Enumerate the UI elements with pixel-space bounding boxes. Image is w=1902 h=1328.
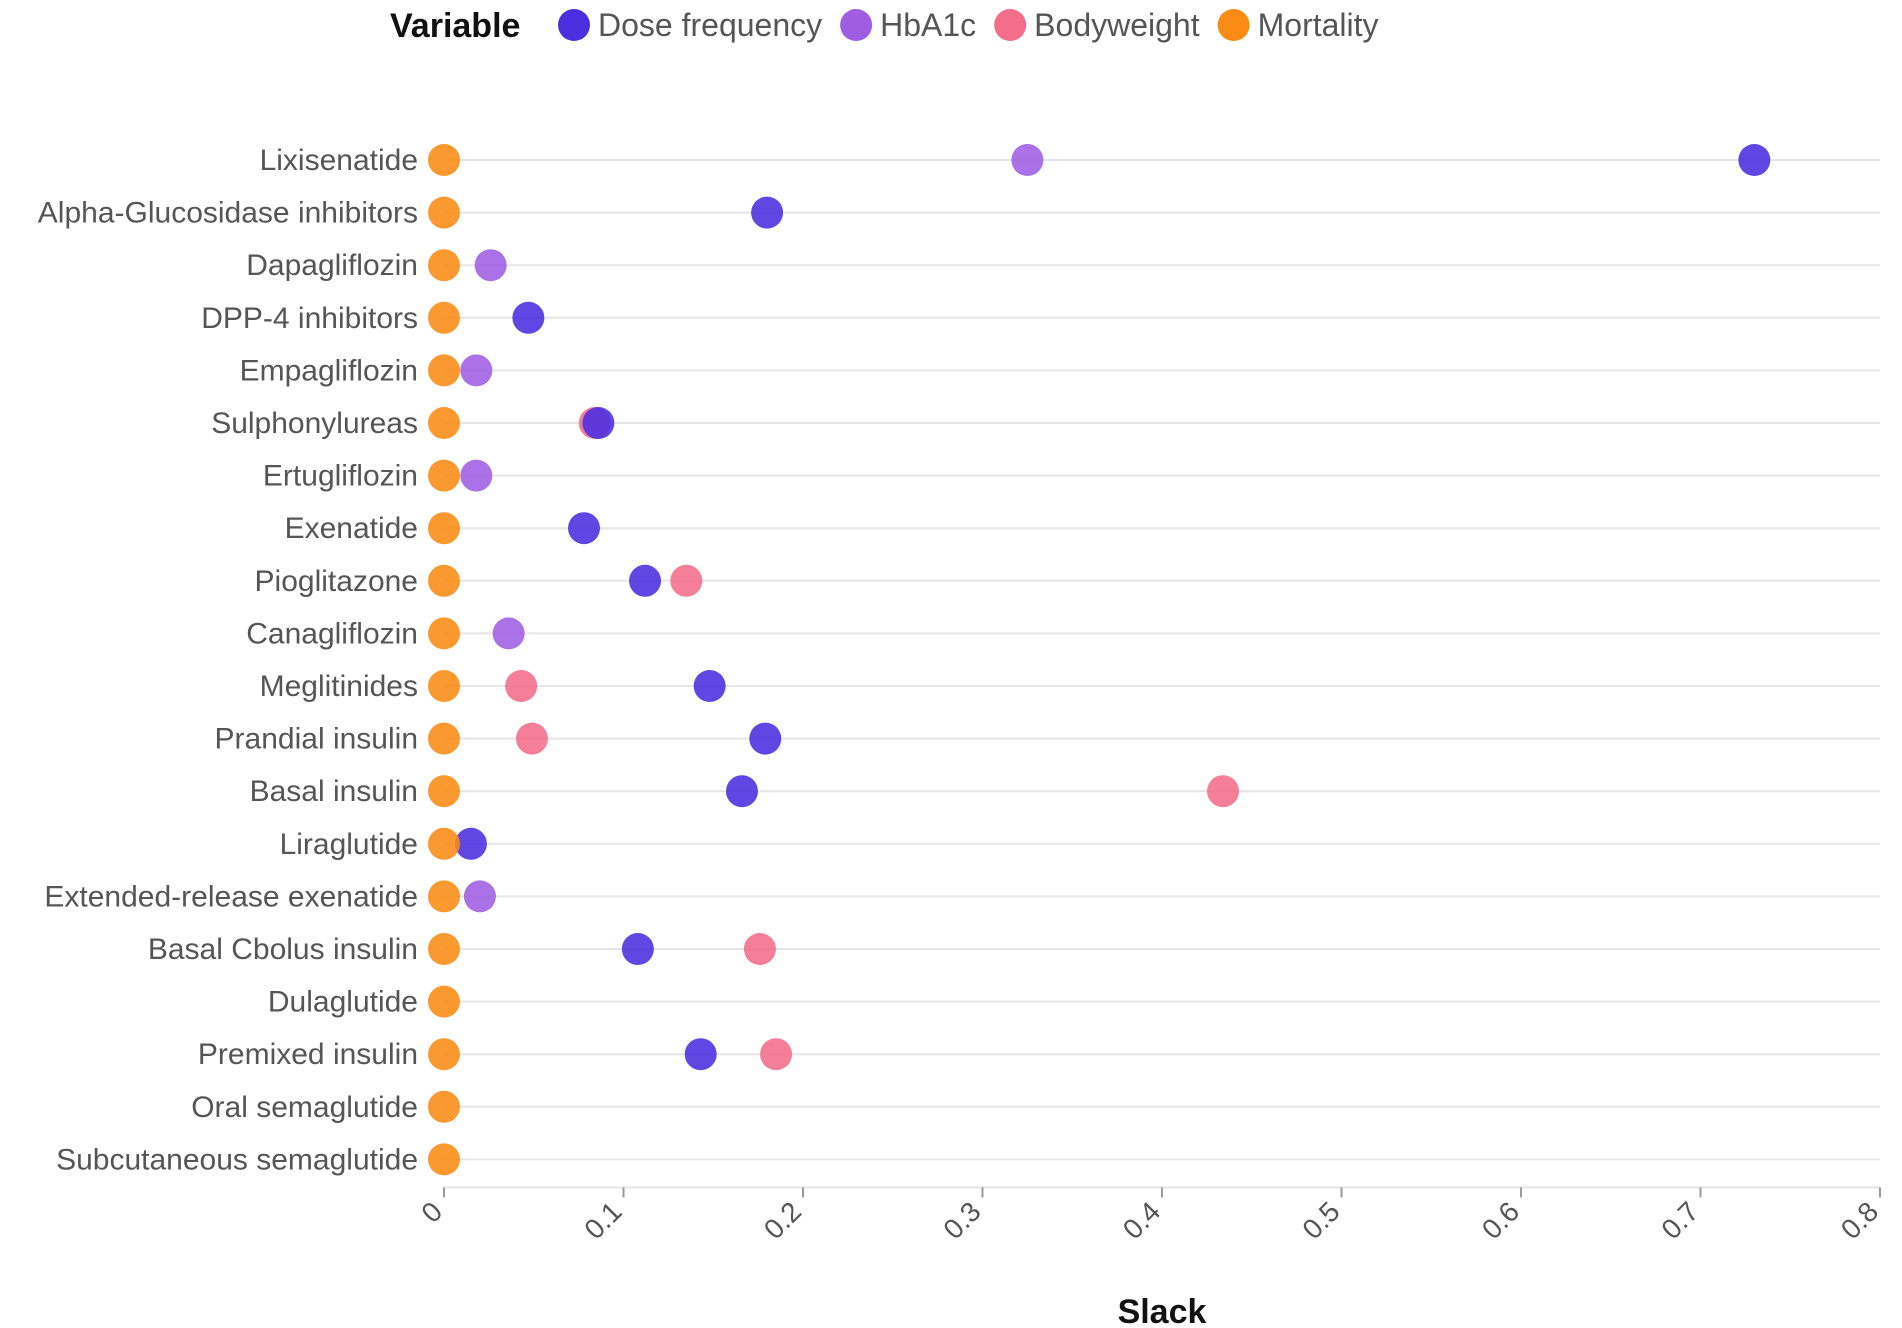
x-tick-label: 0.8 [1835, 1196, 1884, 1245]
legend: Variable Dose frequency HbA1c Bodyweight Mo… [390, 7, 1379, 45]
category-label: DPP-4 inhibitors [201, 302, 418, 335]
data-point-mortality[interactable]: Prandial insulin — Mortality: 0 [428, 722, 460, 755]
data-point-dose-frequency[interactable]: DPP-4 inhibitors — Dose frequency: 0.047 [512, 301, 545, 334]
x-tick-label: 0.7 [1655, 1196, 1704, 1245]
data-point-mortality[interactable]: Meglitinides — Mortality: 0 [428, 670, 460, 702]
data-point-mortality[interactable]: Premixed insulin — Mortality: 0 [428, 1038, 460, 1071]
legend-label: HbA1c [880, 7, 976, 43]
data-point-mortality[interactable]: Pioglitazone — Mortality: 0 [428, 564, 460, 597]
data-point-bodyweight[interactable]: Premixed insulin — Bodyweight: 0.185 [760, 1038, 793, 1071]
data-points: Sulphonylureas — Bodyweight: 0.084Piogli… [428, 144, 1771, 1176]
data-point-hba1c[interactable]: Canagliflozin — HbA1c: 0.036 [492, 617, 525, 650]
category-label: Subcutaneous semaglutide [56, 1143, 418, 1176]
data-point-mortality[interactable]: Lixisenatide — Mortality: 0 [428, 144, 460, 176]
category-label: Lixisenatide [260, 144, 418, 177]
category-label: Alpha-Glucosidase inhibitors [38, 197, 418, 230]
data-point-mortality[interactable]: Sulphonylureas — Mortality: 0 [428, 407, 460, 439]
category-label: Prandial insulin [215, 723, 418, 756]
category-labels: Lixisenatide Alpha-Glucosidase inhibitors… [38, 144, 418, 1176]
category-label: Extended-release exenatide [44, 880, 418, 913]
category-label: Premixed insulin [198, 1038, 418, 1071]
legend-swatch [558, 9, 590, 41]
data-point-bodyweight[interactable]: Basal insulin — Bodyweight: 0.434 [1207, 775, 1240, 808]
legend-item-dose-frequency[interactable]: Dose frequency [558, 7, 822, 43]
legend-title: Variable [390, 7, 520, 45]
data-point-hba1c[interactable]: Ertugliflozin — HbA1c: 0.018 [460, 459, 493, 492]
legend-item-mortality[interactable]: Mortality [1217, 7, 1379, 43]
data-point-mortality[interactable]: Oral semaglutide — Mortality: 0 [428, 1090, 460, 1123]
x-axis-title: Slack [1118, 1293, 1207, 1328]
data-point-dose-frequency[interactable]: Liraglutide — Dose frequency: 0.015 [454, 827, 487, 860]
x-tick-label: 0.6 [1476, 1196, 1525, 1245]
legend-item-hba1c[interactable]: HbA1c [840, 7, 976, 43]
category-label: Exenatide [285, 512, 418, 545]
category-label: Canagliflozin [246, 617, 418, 650]
legend-swatch [840, 9, 873, 41]
category-label: Meglitinides [260, 670, 418, 703]
legend-swatch [1217, 9, 1250, 41]
data-point-mortality[interactable]: Extended-release exenatide — Mortality: … [428, 880, 460, 913]
legend-label: Dose frequency [598, 7, 822, 43]
category-label: Ertugliflozin [263, 460, 418, 493]
gridlines [444, 159, 1880, 1189]
data-point-dose-frequency[interactable]: Meglitinides — Dose frequency: 0.148 [693, 670, 726, 702]
category-label: Pioglitazone [255, 565, 418, 598]
x-tick-label: 0.3 [937, 1196, 986, 1245]
data-point-mortality[interactable]: Ertugliflozin — Mortality: 0 [428, 459, 460, 492]
data-point-mortality[interactable]: Basal Cbolus insulin — Mortality: 0 [428, 933, 460, 965]
data-point-dose-frequency[interactable]: Pioglitazone — Dose frequency: 0.112 [629, 564, 662, 597]
data-point-bodyweight[interactable]: Basal Cbolus insulin — Bodyweight: 0.176 [743, 933, 776, 965]
legend-label: Mortality [1258, 7, 1379, 43]
category-label: Dapagliflozin [246, 249, 418, 282]
data-point-mortality[interactable]: Empagliflozin — Mortality: 0 [428, 354, 460, 387]
legend-item-bodyweight[interactable]: Bodyweight [994, 7, 1200, 43]
data-point-dose-frequency[interactable]: Premixed insulin — Dose frequency: 0.143 [684, 1038, 717, 1071]
category-label: Sulphonylureas [211, 407, 418, 440]
legend-label: Bodyweight [1034, 7, 1200, 43]
x-tick-label: 0.5 [1296, 1196, 1345, 1245]
x-tick-label: 0.2 [758, 1196, 807, 1245]
data-point-dose-frequency[interactable]: Exenatide — Dose frequency: 0.078 [568, 512, 601, 545]
data-point-hba1c[interactable]: Dapagliflozin — HbA1c: 0.026 [474, 249, 507, 282]
data-point-hba1c[interactable]: Extended-release exenatide — HbA1c: 0.02 [463, 880, 496, 913]
data-point-mortality[interactable]: Subcutaneous semaglutide — Mortality: 0 [428, 1143, 460, 1176]
legend-swatch [994, 9, 1027, 41]
x-tick-label: 0.4 [1117, 1196, 1166, 1245]
category-label: Empagliflozin [240, 354, 418, 387]
data-point-bodyweight[interactable]: Pioglitazone — Bodyweight: 0.135 [670, 564, 703, 597]
data-point-bodyweight[interactable]: Prandial insulin — Bodyweight: 0.049 [515, 722, 548, 755]
data-point-dose-frequency[interactable]: Sulphonylureas — Dose frequency: 0.086 [582, 407, 615, 439]
x-axis-ticks: 0 0.1 0.2 0.3 0.4 0.5 0.6 0.7 0.8 [415, 1187, 1884, 1245]
data-point-bodyweight[interactable]: Meglitinides — Bodyweight: 0.043 [505, 670, 538, 702]
category-label: Dulaglutide [268, 986, 418, 1019]
data-point-hba1c[interactable]: Lixisenatide — HbA1c: 0.325 [1011, 144, 1044, 176]
x-tick-label: 0 [415, 1196, 448, 1229]
data-point-dose-frequency[interactable]: Prandial insulin — Dose frequency: 0.179 [749, 722, 782, 755]
data-point-mortality[interactable]: Alpha-Glucosidase inhibitors — Mortality… [428, 196, 460, 229]
data-point-mortality[interactable]: Dulaglutide — Mortality: 0 [428, 985, 460, 1018]
category-label: Oral semaglutide [191, 1091, 418, 1124]
category-label: Basal insulin [250, 775, 418, 808]
data-point-mortality[interactable]: DPP-4 inhibitors — Mortality: 0 [428, 301, 460, 334]
data-point-mortality[interactable]: Basal insulin — Mortality: 0 [428, 775, 460, 808]
x-tick-label: 0.1 [578, 1196, 627, 1245]
data-point-dose-frequency[interactable]: Alpha-Glucosidase inhibitors — Dose freq… [751, 196, 784, 229]
category-label: Basal Cbolus insulin [148, 933, 418, 966]
category-label: Liraglutide [280, 828, 418, 861]
data-point-mortality[interactable]: Canagliflozin — Mortality: 0 [428, 617, 460, 650]
data-point-hba1c[interactable]: Empagliflozin — HbA1c: 0.018 [460, 354, 493, 387]
data-point-dose-frequency[interactable]: Lixisenatide — Dose frequency: 0.73 [1738, 144, 1771, 176]
data-point-mortality[interactable]: Dapagliflozin — Mortality: 0 [428, 249, 460, 282]
data-point-mortality[interactable]: Liraglutide — Mortality: 0 [428, 827, 460, 860]
data-point-dose-frequency[interactable]: Basal insulin — Dose frequency: 0.166 [725, 775, 758, 808]
data-point-dose-frequency[interactable]: Basal Cbolus insulin — Dose frequency: 0… [621, 933, 654, 965]
data-point-mortality[interactable]: Exenatide — Mortality: 0 [428, 512, 460, 545]
